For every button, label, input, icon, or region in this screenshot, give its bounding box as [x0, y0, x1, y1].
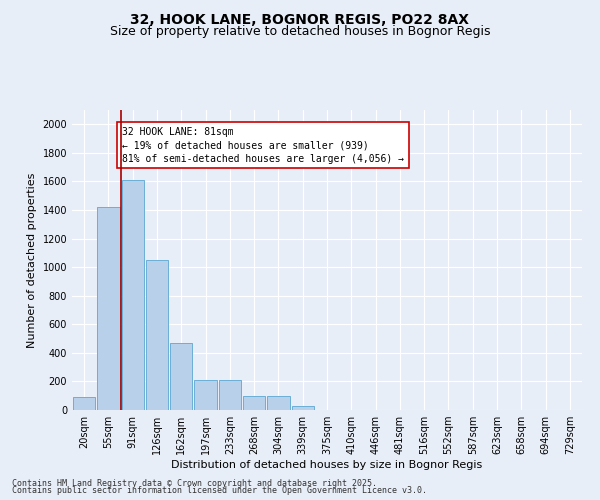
Bar — [194, 380, 217, 410]
Bar — [170, 343, 193, 410]
Bar — [97, 207, 119, 410]
Y-axis label: Number of detached properties: Number of detached properties — [27, 172, 37, 348]
Bar — [267, 396, 290, 410]
Bar — [292, 406, 314, 410]
Bar — [218, 380, 241, 410]
X-axis label: Distribution of detached houses by size in Bognor Regis: Distribution of detached houses by size … — [172, 460, 482, 470]
Text: 32, HOOK LANE, BOGNOR REGIS, PO22 8AX: 32, HOOK LANE, BOGNOR REGIS, PO22 8AX — [131, 12, 470, 26]
Bar — [73, 397, 95, 410]
Bar — [243, 396, 265, 410]
Text: Contains HM Land Registry data © Crown copyright and database right 2025.: Contains HM Land Registry data © Crown c… — [12, 478, 377, 488]
Bar — [122, 180, 144, 410]
Bar — [146, 260, 168, 410]
Text: Size of property relative to detached houses in Bognor Regis: Size of property relative to detached ho… — [110, 25, 490, 38]
Text: Contains public sector information licensed under the Open Government Licence v3: Contains public sector information licen… — [12, 486, 427, 495]
Text: 32 HOOK LANE: 81sqm
← 19% of detached houses are smaller (939)
81% of semi-detac: 32 HOOK LANE: 81sqm ← 19% of detached ho… — [122, 127, 404, 164]
